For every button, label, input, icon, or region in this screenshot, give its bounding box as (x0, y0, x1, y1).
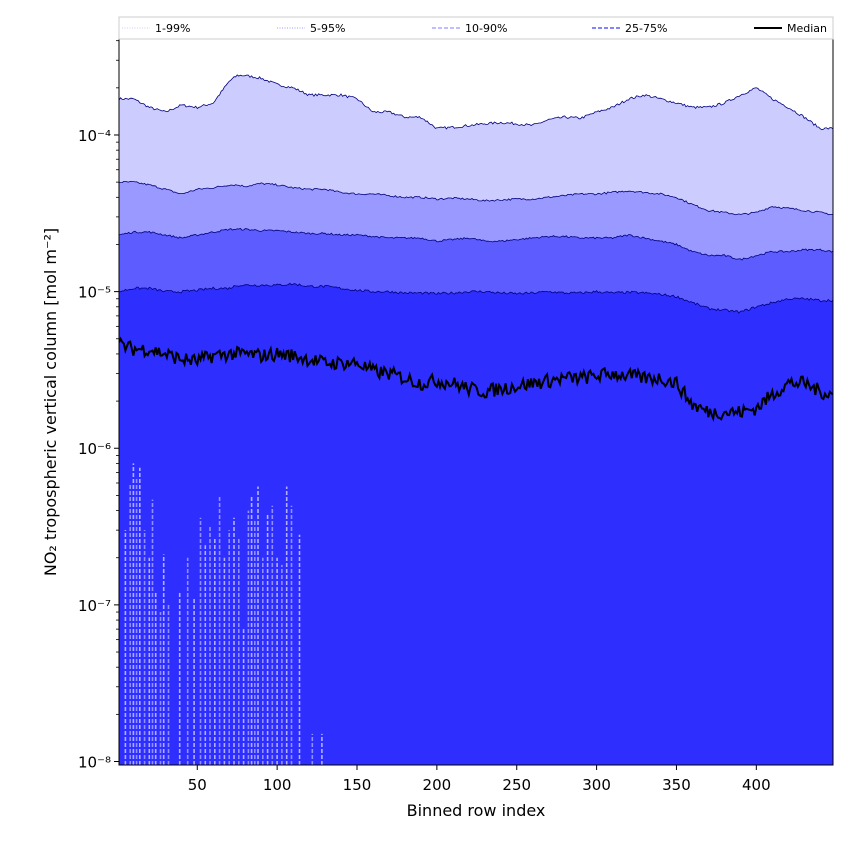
x-tick-label: 100 (263, 776, 292, 794)
band-edge-5-95% (119, 180, 833, 216)
x-tick-label: 200 (423, 776, 452, 794)
x-tick-label: 350 (662, 776, 691, 794)
median-line (119, 336, 833, 423)
x-tick-label: 400 (742, 776, 771, 794)
x-tick-label: 150 (343, 776, 372, 794)
band-25-75% (119, 283, 833, 765)
y-tick-label: 10⁻⁷ (78, 597, 111, 615)
y-axis-label: NO₂ tropospheric vertical column [mol m⁻… (41, 228, 60, 576)
legend-box (118, 16, 834, 40)
band-edge-25-75% (119, 282, 833, 314)
x-tick-label: 250 (502, 776, 531, 794)
legend: 1-99% 5-95% 10-90% 25-75% Median (118, 16, 834, 40)
legend-label: 10-90% (465, 22, 507, 35)
x-tick-label: 50 (188, 776, 207, 794)
x-axis-label: Binned row index (407, 801, 546, 820)
y-tick-label: 10⁻⁶ (78, 440, 111, 458)
y-tick-label: 10⁻⁸ (78, 754, 111, 772)
legend-label: 5-95% (310, 22, 345, 35)
y-tick-label: 10⁻⁴ (78, 127, 111, 145)
legend-label: 1-99% (155, 22, 190, 35)
band-edge-10-90% (119, 227, 833, 261)
x-tick-label: 300 (582, 776, 611, 794)
band-edge-1-99% (119, 74, 833, 131)
legend-label: 25-75% (625, 22, 667, 35)
legend-label: Median (787, 22, 827, 35)
y-tick-label: 10⁻⁵ (78, 284, 111, 302)
